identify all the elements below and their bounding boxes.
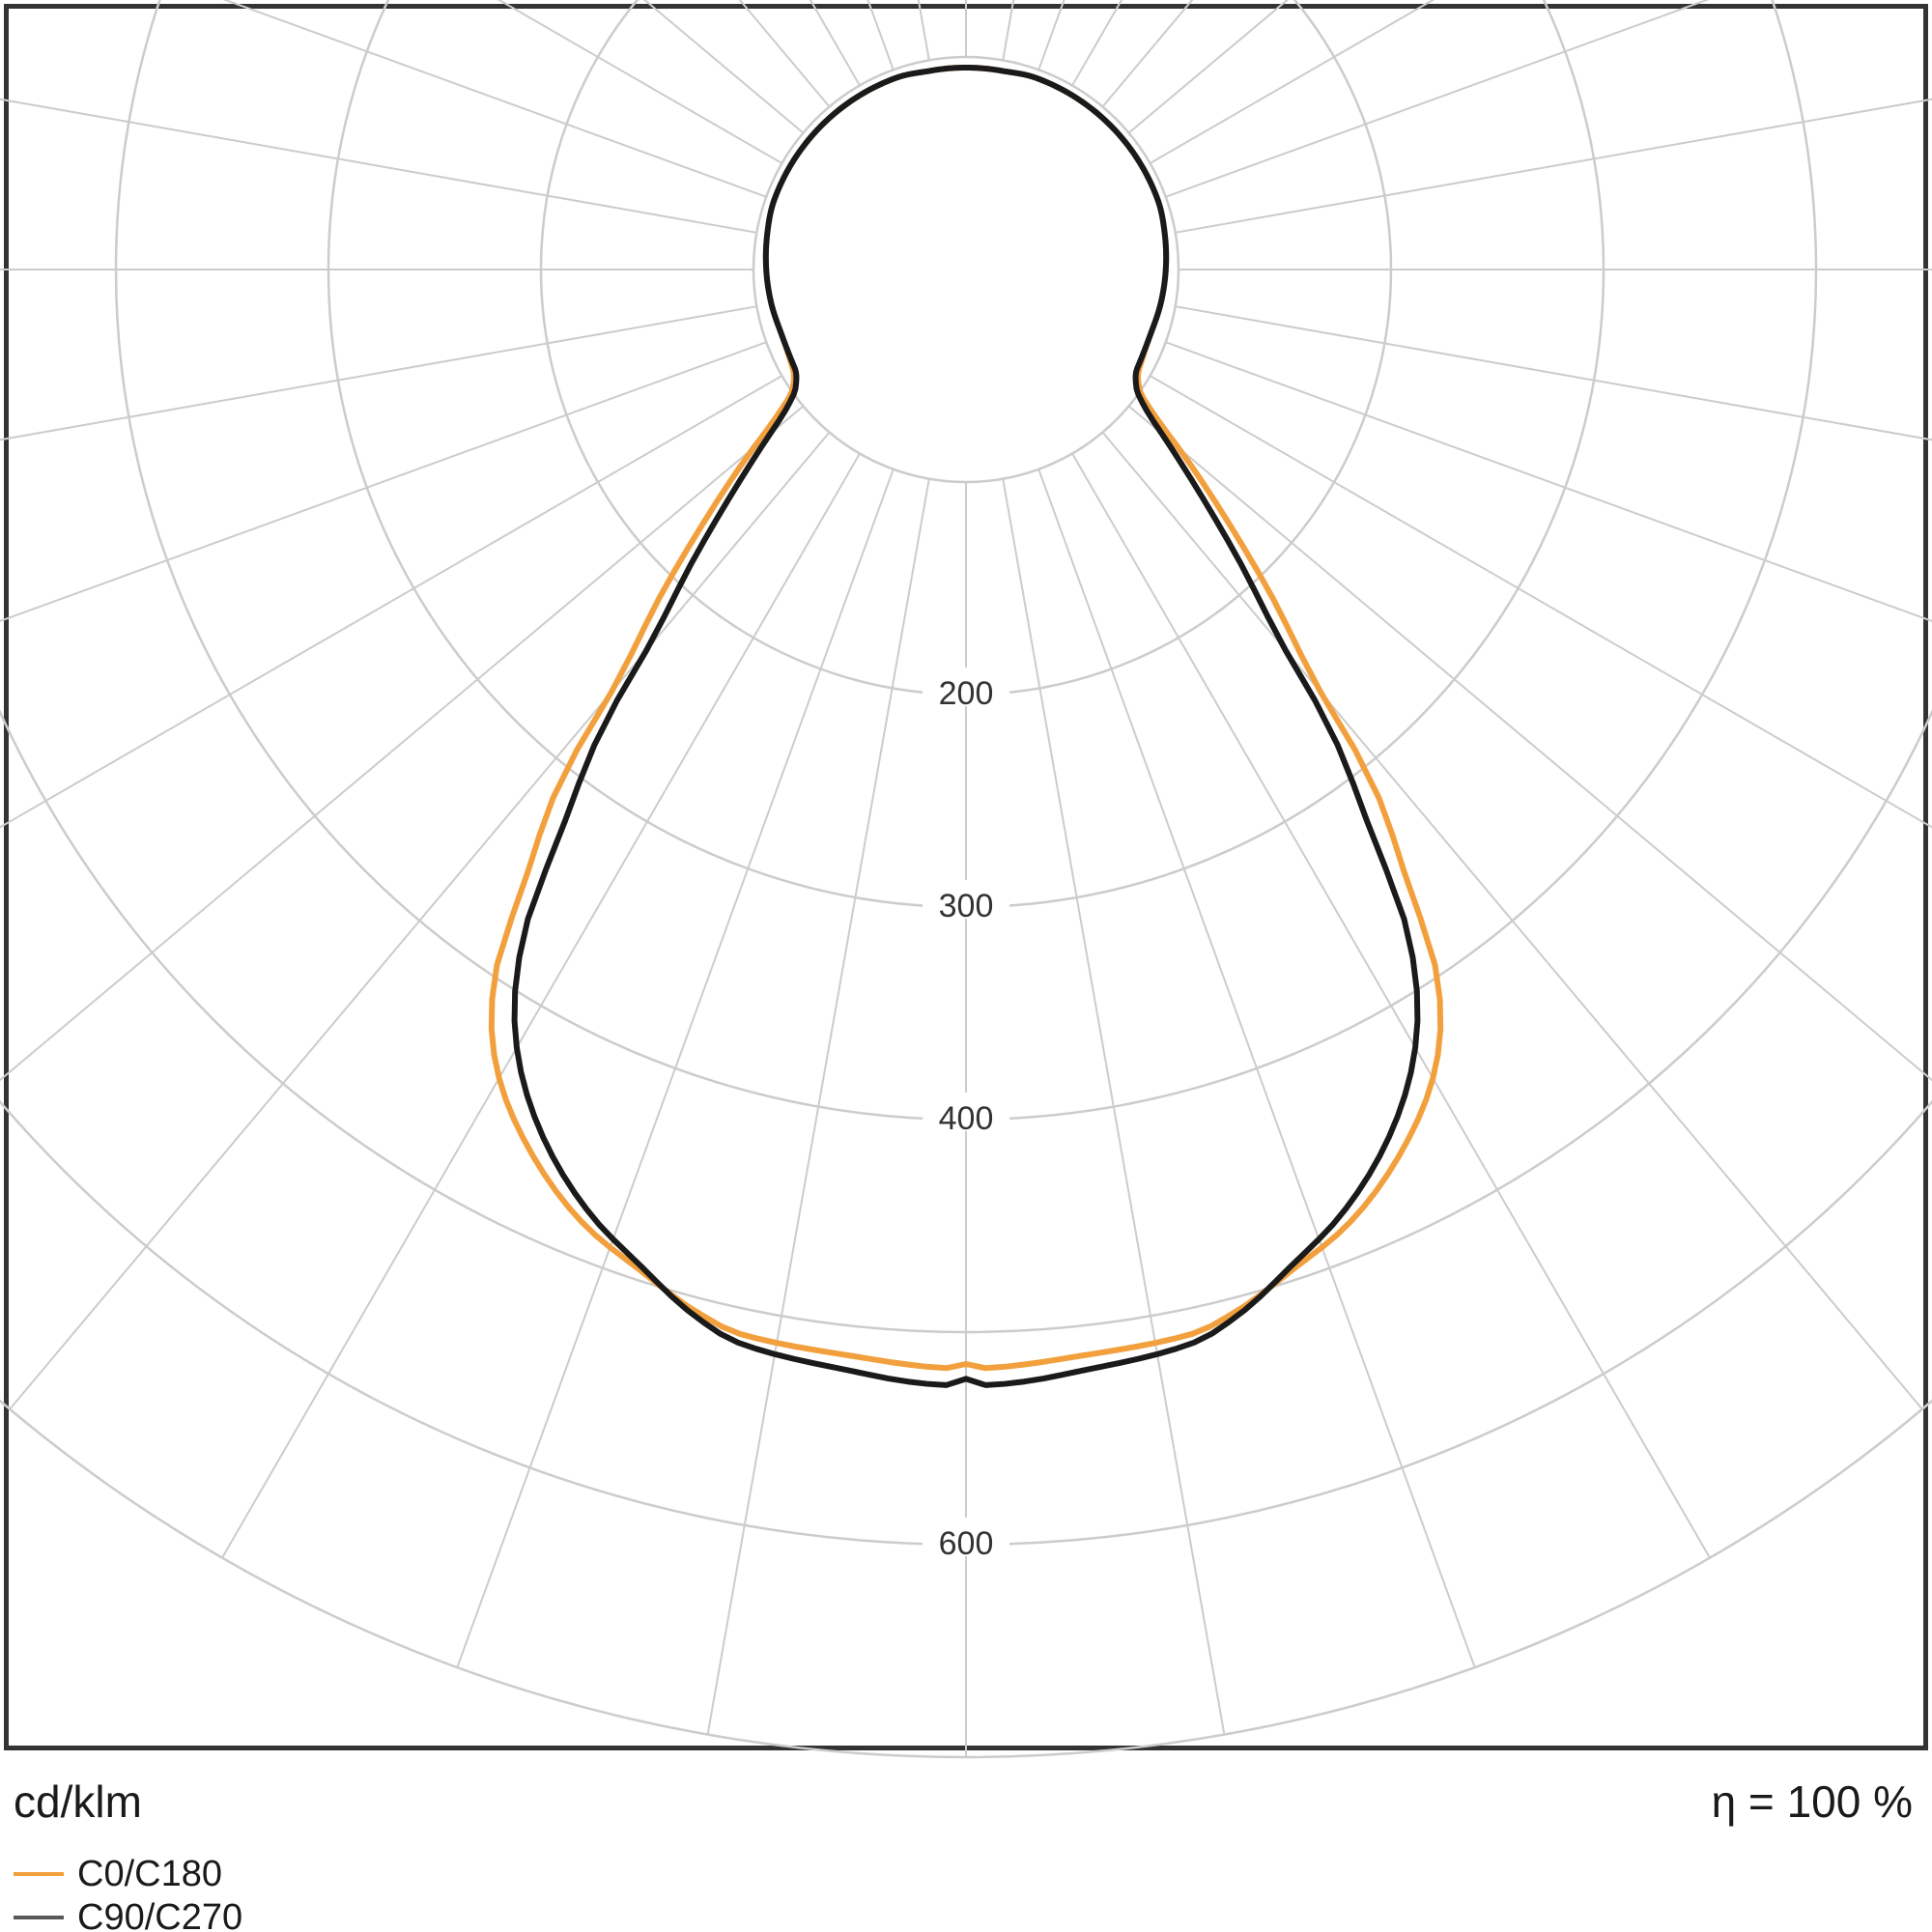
svg-text:200: 200 [939,675,994,712]
svg-text:400: 400 [939,1100,994,1137]
svg-text:300: 300 [939,888,994,924]
svg-text:600: 600 [939,1525,994,1562]
